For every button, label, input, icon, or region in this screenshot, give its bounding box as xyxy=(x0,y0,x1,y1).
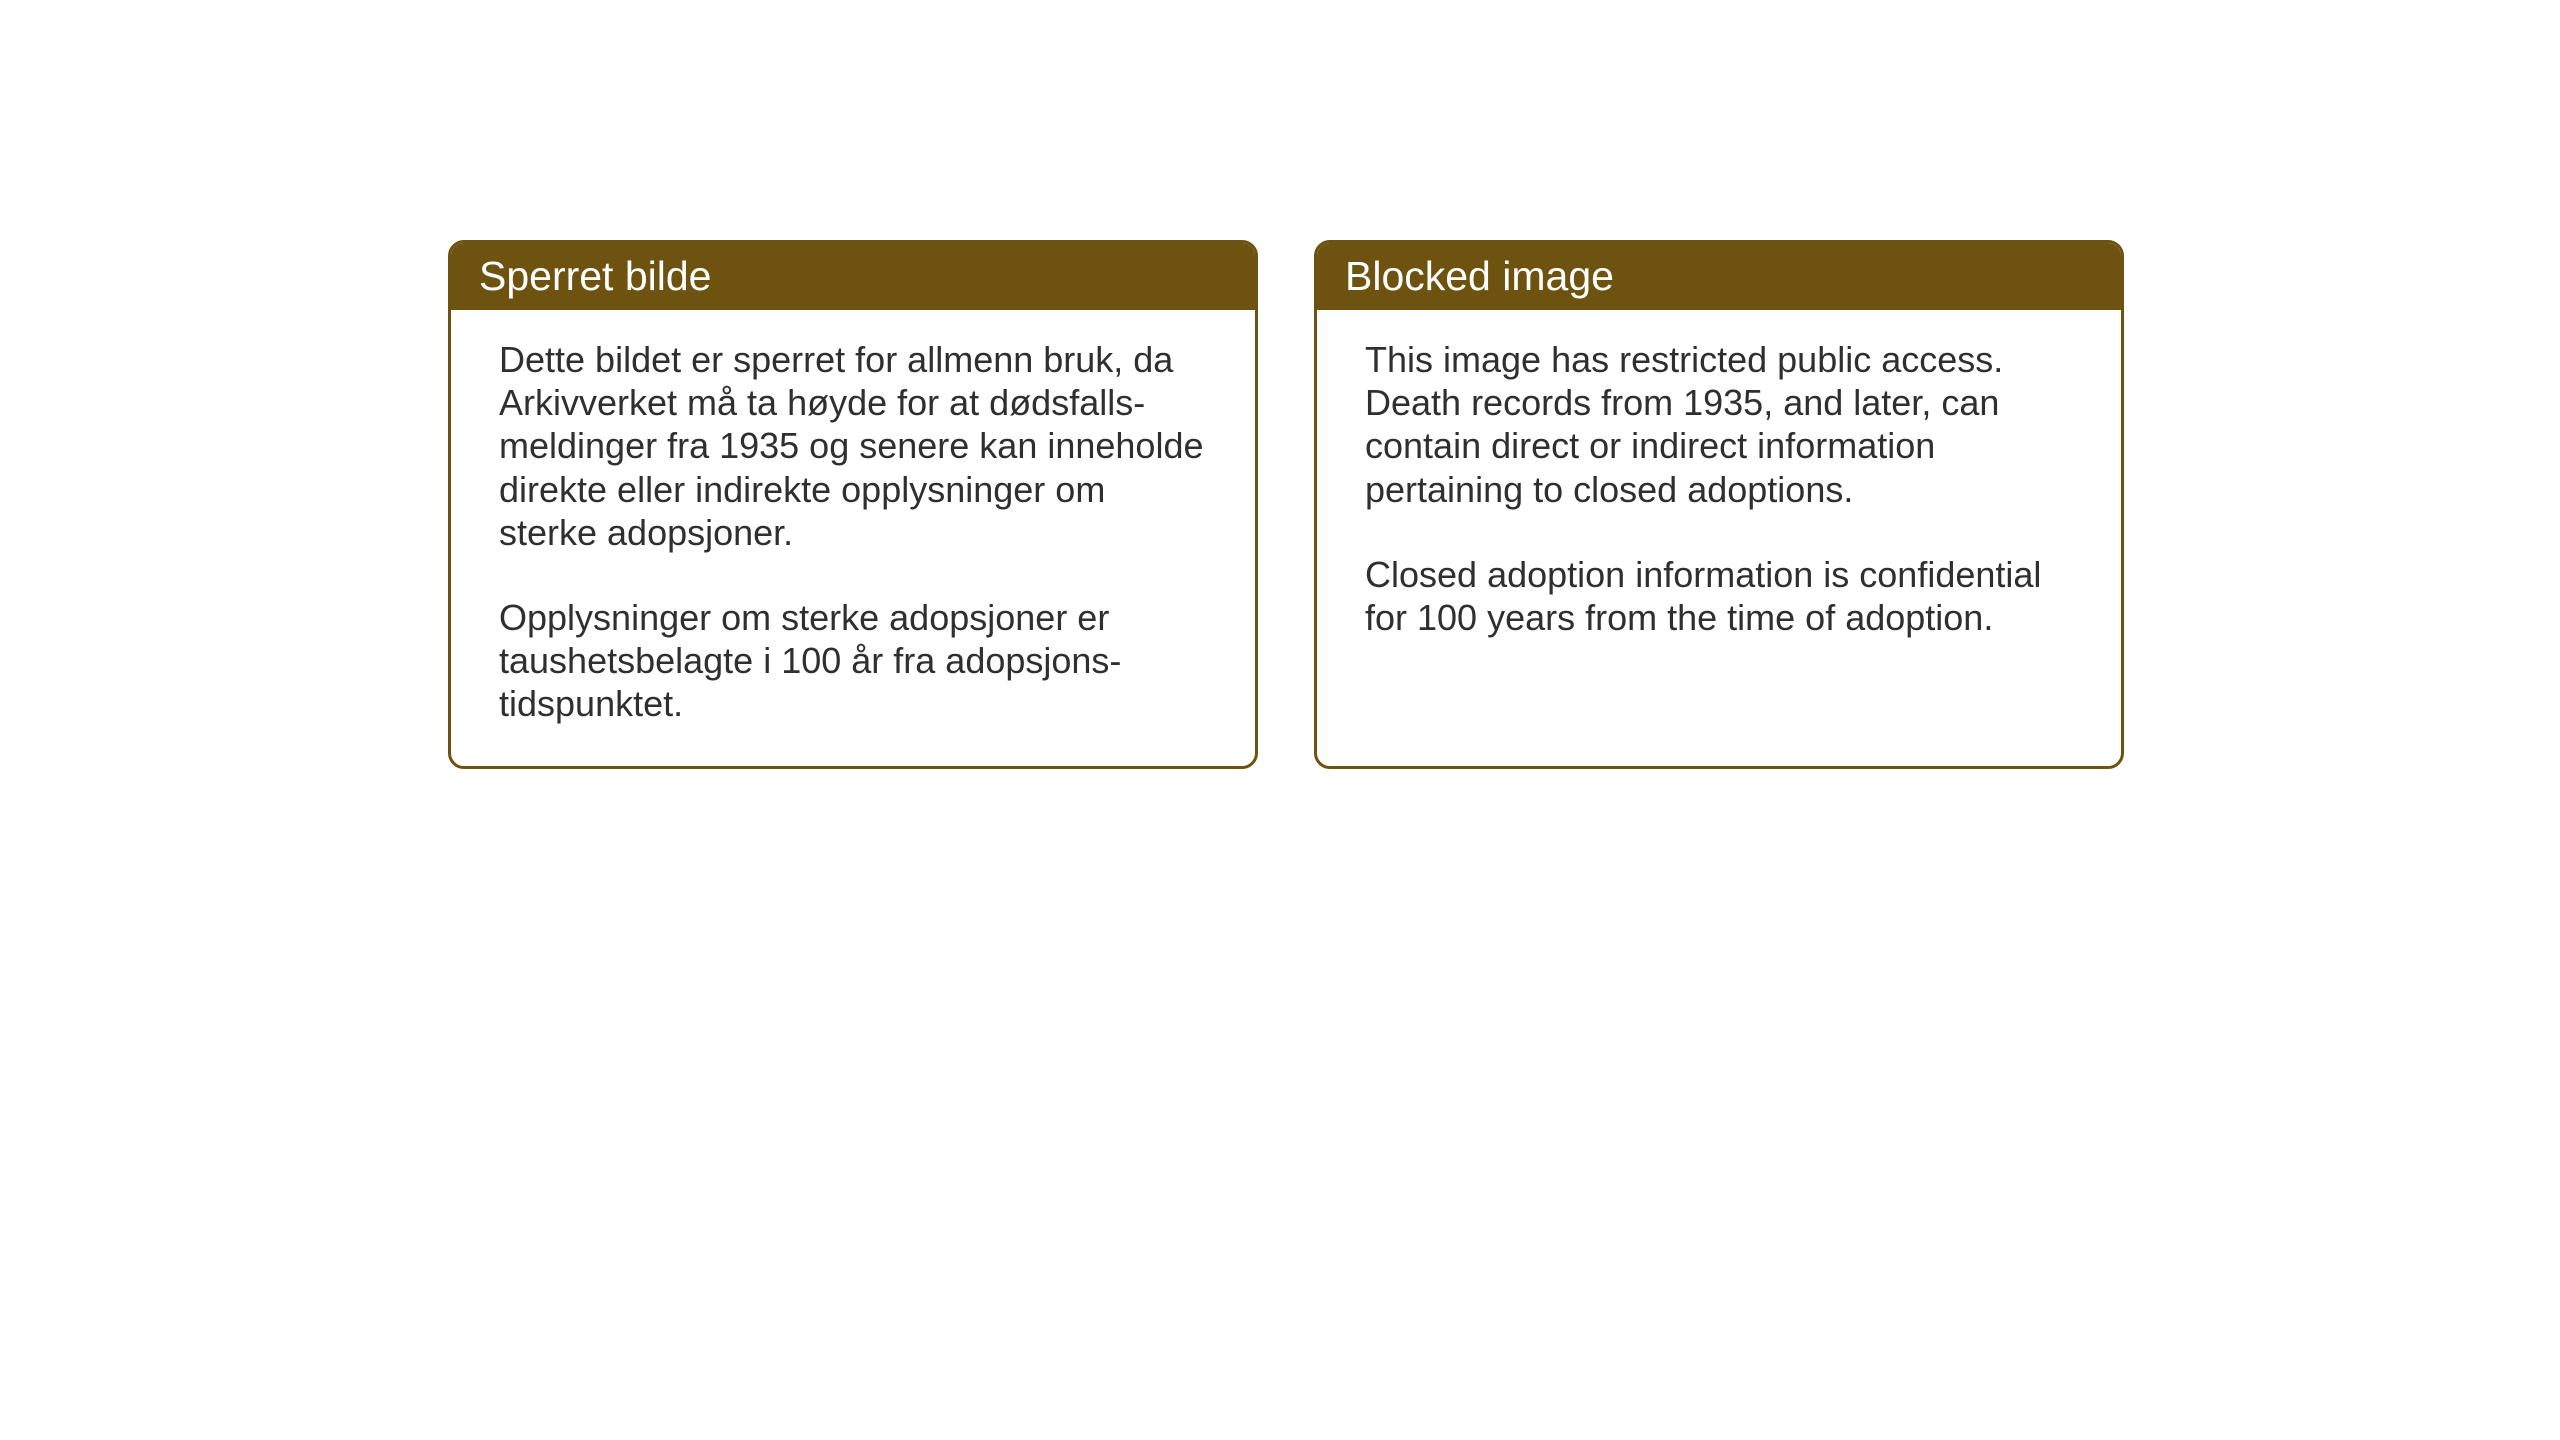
card-title-english: Blocked image xyxy=(1345,253,1614,299)
card-title-norwegian: Sperret bilde xyxy=(479,253,711,299)
notice-cards-container: Sperret bilde Dette bildet er sperret fo… xyxy=(448,240,2124,769)
paragraph-2-norwegian: Opplysninger om sterke adopsjoner er tau… xyxy=(499,596,1207,726)
paragraph-1-english: This image has restricted public access.… xyxy=(1365,338,2073,511)
card-body-norwegian: Dette bildet er sperret for allmenn bruk… xyxy=(451,310,1255,766)
paragraph-2-english: Closed adoption information is confident… xyxy=(1365,553,2073,639)
card-header-norwegian: Sperret bilde xyxy=(451,243,1255,310)
card-header-english: Blocked image xyxy=(1317,243,2121,310)
notice-card-english: Blocked image This image has restricted … xyxy=(1314,240,2124,769)
card-body-english: This image has restricted public access.… xyxy=(1317,310,2121,764)
paragraph-1-norwegian: Dette bildet er sperret for allmenn bruk… xyxy=(499,338,1207,554)
notice-card-norwegian: Sperret bilde Dette bildet er sperret fo… xyxy=(448,240,1258,769)
